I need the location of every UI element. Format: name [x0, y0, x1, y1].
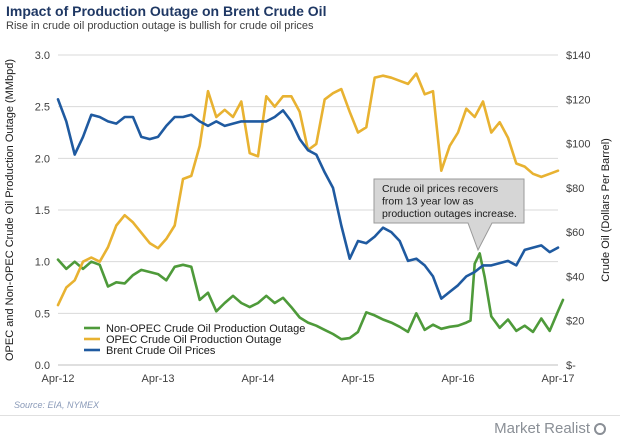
legend-label-2: OPEC Crude Oil Production Outage [106, 334, 281, 346]
brand-name: Market Realist [494, 420, 590, 437]
x-tick-label: Apr-15 [341, 373, 374, 385]
y-tick-right: $140 [566, 50, 590, 62]
y-tick-left: 0.0 [35, 360, 50, 372]
y-tick-left: 1.0 [35, 257, 50, 269]
y-tick-left: 3.0 [35, 50, 50, 62]
y-tick-right: $20 [566, 316, 584, 328]
y-axis-title-left: OPEC and Non-OPEC Crude Oil Production O… [4, 59, 16, 361]
y-tick-left: 0.5 [35, 308, 50, 320]
y-tick-right: $120 [566, 94, 590, 106]
x-tick-label: Apr-12 [41, 373, 74, 385]
y-tick-left: 1.5 [35, 205, 50, 217]
legend-label-3: Brent Crude Oil Prices [106, 345, 216, 357]
footer-divider [0, 415, 620, 416]
y-tick-right: $40 [566, 271, 584, 283]
chart-svg: 0.0 0.5 1.0 1.5 2.0 2.5 3.0 $- $20 $40 $60 $80 $100 $… [4, 50, 612, 385]
x-tick-label: Apr-14 [241, 373, 274, 385]
y-tick-right: $60 [566, 227, 584, 239]
y-tick-right: $100 [566, 139, 590, 151]
chart-title: Impact of Production Outage on Brent Cru… [6, 3, 327, 19]
y-tick-right: $80 [566, 183, 584, 195]
legend-label-1: Non-OPEC Crude Oil Production Outage [106, 323, 305, 335]
y-tick-left: 2.0 [35, 153, 50, 165]
series-line-3 [56, 98, 560, 300]
brand-logo: Market Realist [494, 420, 606, 437]
x-tick-label: Apr-17 [541, 373, 574, 385]
y-tick-left: 2.5 [35, 102, 50, 114]
y-axis-title-right: Crude Oil (Dollars Per Barrel) [600, 138, 612, 282]
x-tick-label: Apr-13 [141, 373, 174, 385]
chart-subtitle: Rise in crude oil production outage is b… [6, 20, 314, 32]
y-tick-right: $- [566, 360, 576, 372]
annotation-text: Crude oil prices recovers from 13 year lo… [382, 183, 517, 220]
annotation-callout [373, 178, 525, 252]
x-tick-label: Apr-16 [441, 373, 474, 385]
brand-icon [594, 422, 606, 435]
source-note: Source: EIA, NYMEX [14, 400, 100, 410]
